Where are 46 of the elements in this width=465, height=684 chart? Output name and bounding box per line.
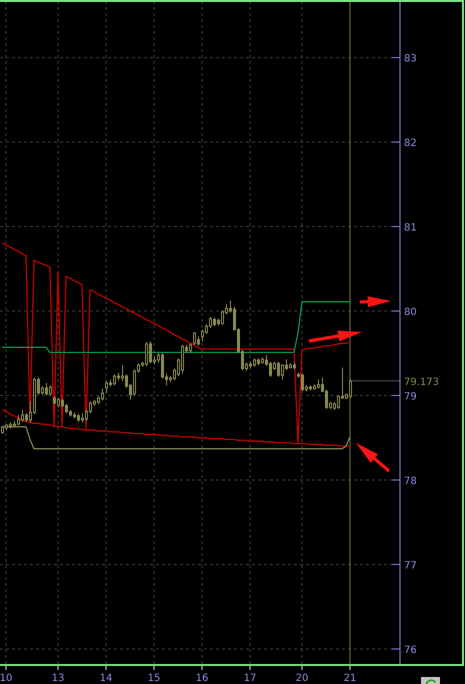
candlestick <box>349 378 352 399</box>
x-tick-label: 10 <box>0 673 12 684</box>
candlestick <box>209 316 212 328</box>
candlestick <box>45 382 48 396</box>
x-tick-label: 21 <box>344 673 356 684</box>
x-tick-label: 17 <box>244 673 256 684</box>
candlestick <box>149 340 152 364</box>
candlestick <box>281 364 284 380</box>
x-tick-label: 16 <box>196 673 208 684</box>
candlestick <box>277 361 280 378</box>
candlestick <box>49 384 52 396</box>
candlestick <box>181 344 184 374</box>
x-tick-label: 15 <box>148 673 160 684</box>
candlestick <box>317 378 320 390</box>
x-tick-label: 14 <box>100 673 112 684</box>
candlestick <box>301 373 304 392</box>
candlestick <box>101 388 104 402</box>
candlestick <box>81 412 84 424</box>
candlestick <box>161 352 164 380</box>
candlestick <box>221 310 224 326</box>
candlestick <box>21 409 24 422</box>
y-tick-label: 81 <box>404 222 417 234</box>
candlestick <box>201 329 204 342</box>
x-tick-label: 20 <box>296 673 308 684</box>
y-tick-label: 77 <box>404 560 417 572</box>
line-series <box>1 242 351 444</box>
y-tick-label: 80 <box>404 307 417 318</box>
x-tick-label: 13 <box>52 673 64 684</box>
candlestick <box>145 342 148 366</box>
ref-line-label: 79.173 <box>404 376 439 388</box>
candlestick <box>57 398 60 408</box>
candlestick <box>193 332 196 346</box>
candlestick <box>337 395 340 410</box>
candlestick <box>113 374 116 386</box>
candlestick <box>133 368 136 396</box>
y-tick-label: 83 <box>404 54 417 65</box>
candlestick <box>65 403 68 414</box>
y-tick-label: 82 <box>404 138 417 150</box>
candlestick <box>17 414 20 426</box>
candlestick <box>105 380 108 394</box>
candlestick <box>197 336 200 346</box>
candlestick <box>189 342 192 353</box>
y-tick-label: 76 <box>404 644 417 656</box>
y-tick-label: 78 <box>404 476 417 487</box>
y-tick-label: 79 <box>404 392 417 403</box>
candlestick <box>269 361 272 378</box>
